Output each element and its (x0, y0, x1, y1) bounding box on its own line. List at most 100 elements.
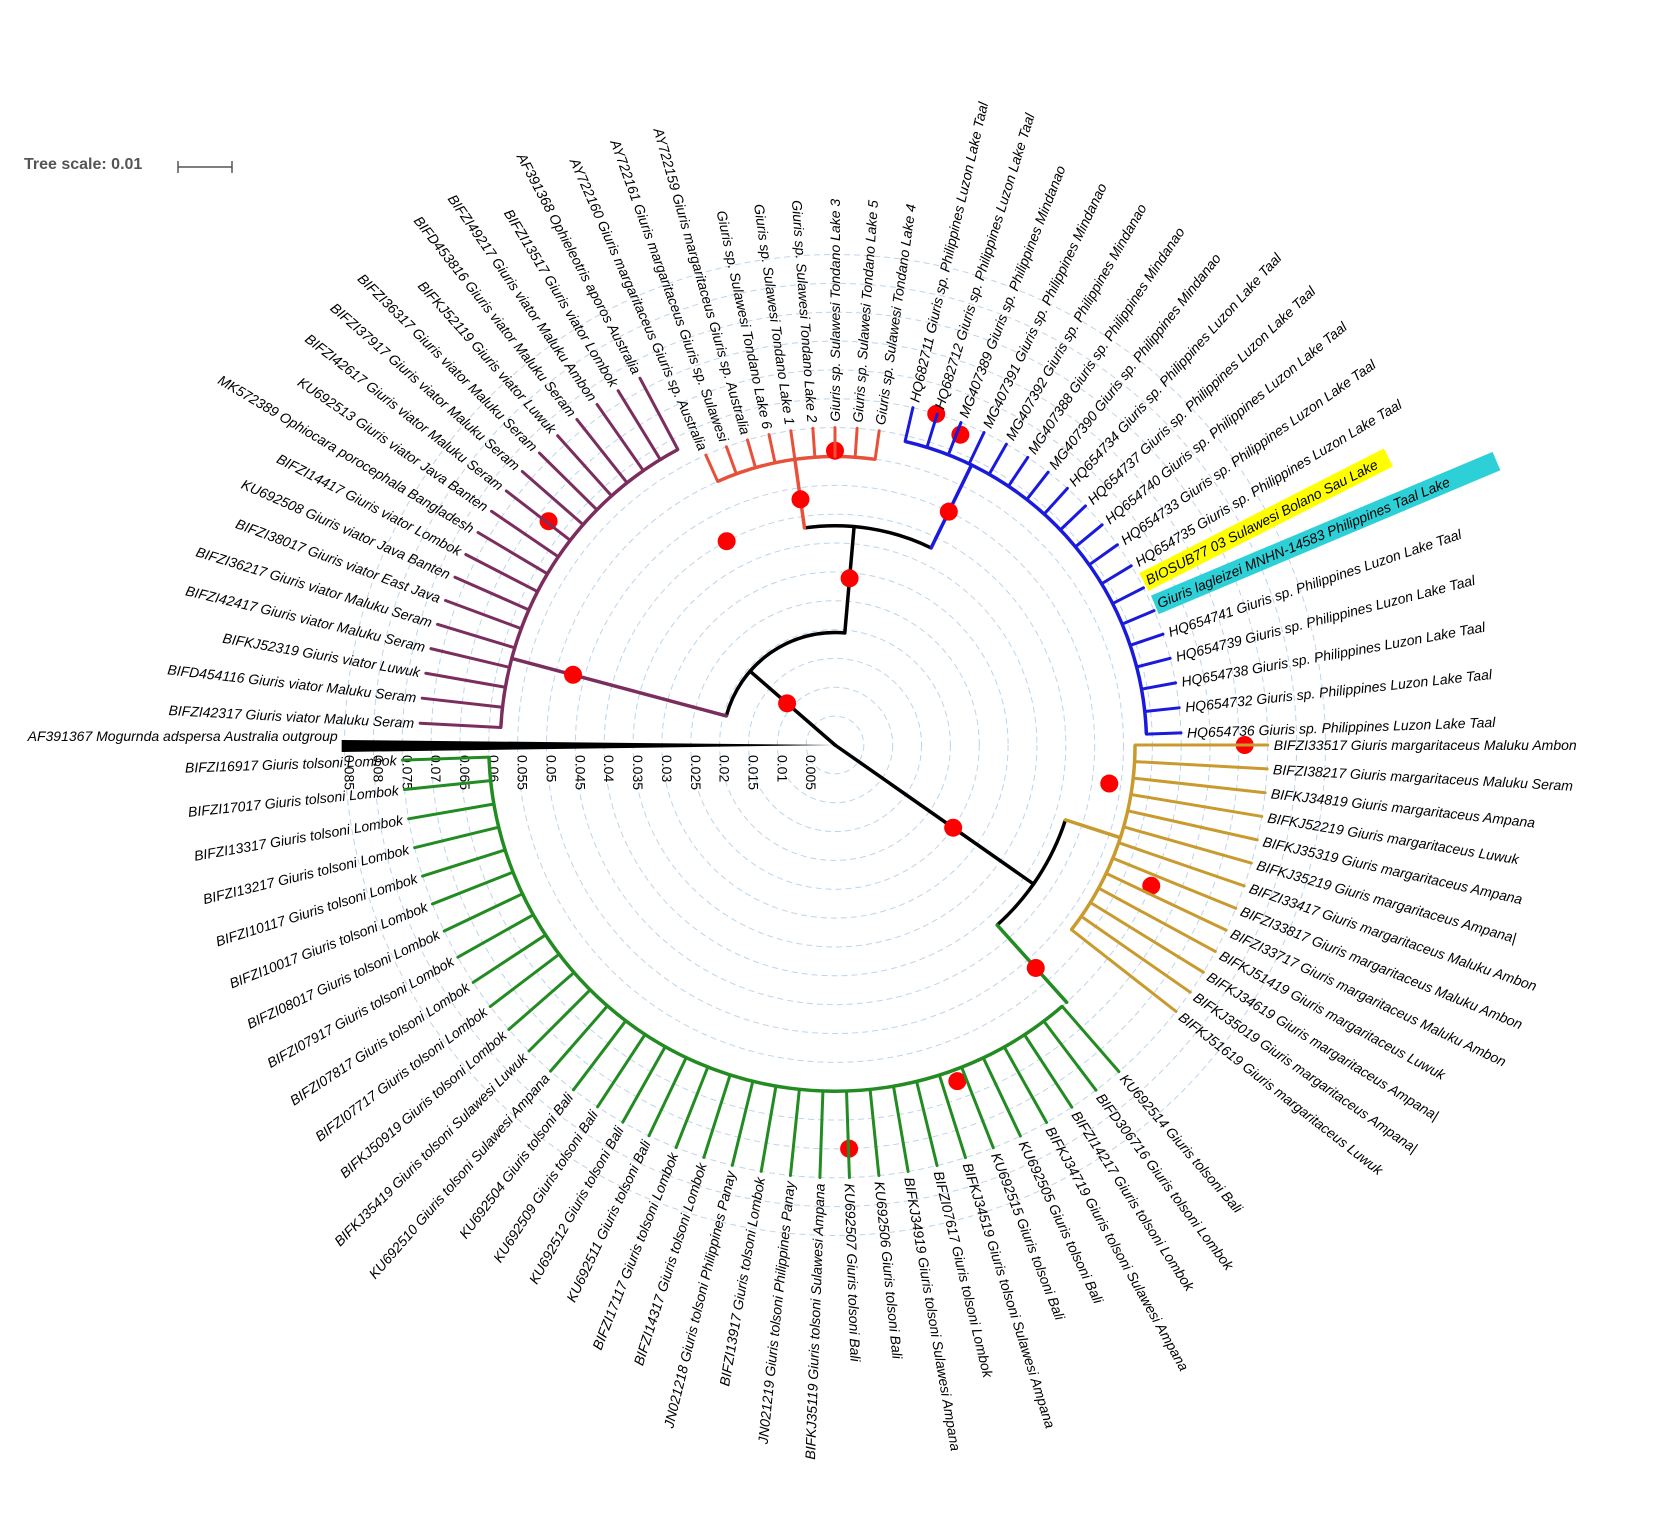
leaf-branch (424, 671, 507, 689)
leaf-label: JN021219 Giuris tolsoni Philippines Pana… (755, 1180, 798, 1446)
leaf-label: JN021218 Giuris tolsoni Philippines Pana… (660, 1168, 739, 1430)
leaf-branch (596, 1032, 647, 1109)
leaf-branch (818, 1089, 825, 1179)
leaf-branch (873, 429, 881, 461)
leaf-branch (537, 451, 599, 512)
leaf-branch (724, 445, 738, 476)
leaf-branch (1122, 825, 1253, 865)
leaf-label: KU692507 Giuris tolsoni Bali (842, 1183, 864, 1363)
leaf-branch (981, 1056, 1022, 1138)
leaf-branch (1135, 656, 1172, 669)
leaf-branch (1042, 486, 1069, 516)
leaf-branch (527, 988, 592, 1053)
radial-tick-label: 0.02 (717, 755, 733, 782)
bootstrap-node (778, 694, 797, 713)
leaf-branch (788, 1087, 801, 1177)
bootstrap-node (944, 818, 963, 837)
radial-tick-label: 0.03 (659, 755, 675, 782)
leaf-branch (647, 1056, 688, 1138)
bootstrap-node (1142, 876, 1161, 895)
leaf-branch (616, 389, 662, 462)
bootstrap-node (717, 532, 736, 551)
leaf-branch (789, 429, 797, 461)
leaf-branch (853, 426, 859, 459)
leaf-branch (702, 1073, 732, 1159)
leaf-branch (1143, 706, 1181, 714)
bootstrap-node (948, 1072, 967, 1091)
leaf-branch (1100, 564, 1133, 586)
radial-tick-label: 0.08 (370, 755, 386, 782)
leaf-branch (704, 453, 720, 483)
leaf-branch (476, 530, 549, 576)
distance-ring (372, 282, 1298, 1208)
bootstrap-node (939, 502, 958, 521)
leaf-label: BIFZI38217 Giuris margaritaceus Maluku S… (1273, 761, 1574, 794)
leaf-branch (1002, 1045, 1049, 1124)
radial-tick-label: 0.035 (630, 755, 646, 790)
leaf-branch (403, 779, 493, 792)
bootstrap-node (791, 490, 810, 509)
leaf-branch (1128, 632, 1165, 647)
leaf-label: BIFZI42317 Giuris viator Maluku Seram (168, 702, 415, 731)
leaf-highlight (1139, 448, 1393, 591)
leaf-label: BIFZI33517 Giuris margaritaceus Maluku A… (1274, 737, 1577, 753)
leaf-label: KU692515 Giuris tolsoni Bali (988, 1150, 1068, 1323)
leaf-branch (1126, 809, 1259, 842)
leaf-branch (453, 575, 531, 612)
bootstrap-node (1026, 958, 1045, 977)
branch-arc (804, 524, 932, 550)
leaf-branch (464, 552, 540, 594)
leaf-branch (1088, 901, 1205, 974)
leaf-branch (1006, 455, 1030, 488)
leaf-branch (1022, 1033, 1074, 1109)
leaf-branch (730, 1079, 755, 1167)
leaf-label: KU692506 Giuris tolsoni Bali (872, 1181, 906, 1361)
leaf-branch (407, 802, 496, 821)
leaf-branch (595, 402, 645, 473)
radial-tick-label: 0.015 (745, 755, 761, 790)
clade-stem-viator (509, 656, 729, 718)
leaf-branch (868, 1087, 881, 1178)
leaf-branch (430, 870, 515, 906)
leaf-branch (1079, 914, 1192, 994)
leaf-branch (1060, 1004, 1121, 1074)
leaf-branch (456, 913, 535, 959)
leaf-branch (429, 647, 511, 669)
leaf-branch (1140, 681, 1178, 691)
radial-tick-label: 0.07 (428, 755, 444, 782)
leaf-branch (504, 489, 572, 542)
leaf-branch (488, 952, 561, 1009)
leaf-label: BIFZI16917 Giuris tolsoni Lombok (185, 752, 398, 775)
leaf-branch (401, 755, 491, 762)
clade-arc-tolsoni (487, 757, 1064, 1093)
radial-tick-label: 0.055 (515, 755, 531, 790)
radial-tick-label: 0.085 (342, 755, 358, 790)
radial-tick-label: 0.025 (688, 755, 704, 790)
leaf-branch (925, 412, 939, 449)
leaf-branch (421, 848, 507, 878)
leaf-branch (420, 696, 504, 709)
leaf-branch (418, 721, 503, 729)
leaf-branch (759, 1084, 778, 1173)
leaf-branch (946, 421, 963, 457)
leaf-branch (1129, 793, 1264, 818)
leaf-branch (1058, 504, 1087, 532)
leaf-branch (490, 509, 560, 559)
bootstrap-node (1100, 774, 1119, 793)
outgroup-branch (341, 740, 835, 752)
leaf-branch (903, 406, 915, 443)
leaf-branch (1120, 609, 1156, 626)
radial-tick-label: 0.05 (544, 755, 560, 782)
leaf-branch (443, 599, 523, 631)
leaf-branch (937, 1073, 967, 1160)
radial-tick-label: 0.01 (774, 755, 790, 782)
leaf-branch (1117, 841, 1246, 888)
leaf-branch (1133, 760, 1269, 771)
leaf-branch (507, 971, 576, 1031)
leaf-branch (556, 434, 614, 498)
branch (833, 743, 1036, 886)
leaf-branch (549, 1004, 609, 1073)
leaf-branch (1097, 886, 1217, 953)
leaf-branch (767, 433, 777, 465)
